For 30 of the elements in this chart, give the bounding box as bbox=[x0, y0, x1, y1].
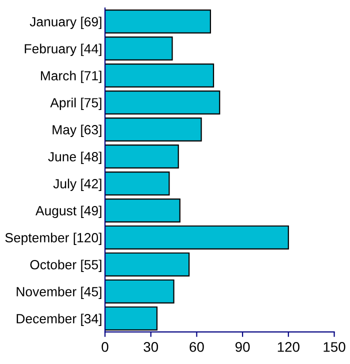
x-tick-label: 60 bbox=[190, 342, 204, 352]
x-tick-label: 90 bbox=[235, 342, 250, 352]
x-tick-label: 0 bbox=[102, 342, 108, 352]
bar bbox=[105, 90, 220, 115]
y-tick-label: October [55] bbox=[30, 260, 102, 272]
y-tick-label: August [49] bbox=[36, 206, 102, 218]
y-tick-label: March [71] bbox=[40, 70, 102, 84]
bar bbox=[105, 117, 202, 142]
x-tick-label: 30 bbox=[144, 342, 158, 352]
bar bbox=[105, 63, 214, 88]
y-tick-label: November [45] bbox=[16, 286, 102, 299]
y-tick-label: September [120] bbox=[5, 232, 102, 245]
bar bbox=[105, 279, 174, 304]
bar bbox=[105, 225, 289, 250]
y-tick-label: February [44] bbox=[24, 44, 102, 56]
x-tick-label: 120 bbox=[278, 342, 300, 352]
y-tick-label: January [69] bbox=[30, 16, 102, 30]
bar bbox=[105, 9, 212, 34]
y-tick-label: May [63] bbox=[52, 124, 102, 138]
y-tick-label: April [75] bbox=[50, 98, 102, 110]
bar bbox=[105, 198, 180, 223]
bar bbox=[105, 171, 170, 196]
y-tick-label: December [34] bbox=[16, 314, 102, 326]
y-tick-label: July [42] bbox=[53, 178, 102, 192]
bar bbox=[105, 306, 158, 330]
bar bbox=[105, 144, 179, 169]
bar bbox=[105, 36, 173, 61]
x-tick-label: 150 bbox=[324, 342, 346, 352]
bar bbox=[105, 252, 190, 277]
y-tick-label: June [48] bbox=[48, 152, 102, 164]
